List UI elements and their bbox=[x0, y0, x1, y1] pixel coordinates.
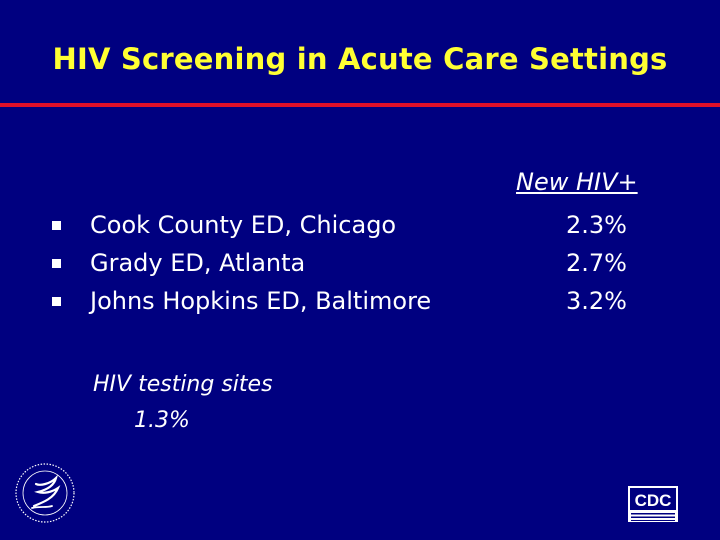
hhs-seal-icon bbox=[15, 463, 75, 523]
site-label: Cook County ED, Chicago bbox=[90, 211, 397, 239]
svg-text:CDC: CDC bbox=[635, 491, 672, 510]
value-grady: 2.7% bbox=[566, 249, 627, 277]
square-bullet-icon bbox=[52, 259, 61, 268]
square-bullet-icon bbox=[52, 297, 61, 306]
slide-title: HIV Screening in Acute Care Settings bbox=[52, 42, 668, 76]
value-johns-hopkins: 3.2% bbox=[566, 287, 627, 315]
site-item-johns-hopkins: Johns Hopkins ED, Baltimore bbox=[52, 282, 431, 320]
site-label: Johns Hopkins ED, Baltimore bbox=[90, 287, 432, 315]
cdc-logo-icon: CDC bbox=[628, 486, 678, 522]
value-cook-county: 2.3% bbox=[566, 211, 627, 239]
site-list: Cook County ED, Chicago Grady ED, Atlant… bbox=[52, 206, 431, 320]
new-hiv-column-header: New HIV+ bbox=[516, 168, 638, 196]
site-label: Grady ED, Atlanta bbox=[90, 249, 306, 277]
site-item-cook-county: Cook County ED, Chicago bbox=[52, 206, 431, 244]
title-divider bbox=[0, 103, 720, 107]
testing-sites-label: HIV testing sites bbox=[93, 372, 273, 397]
site-item-grady: Grady ED, Atlanta bbox=[52, 244, 431, 282]
square-bullet-icon bbox=[52, 221, 61, 230]
new-hiv-values: 2.3% 2.7% 3.2% bbox=[566, 206, 627, 320]
testing-sites-value: 1.3% bbox=[134, 408, 190, 433]
